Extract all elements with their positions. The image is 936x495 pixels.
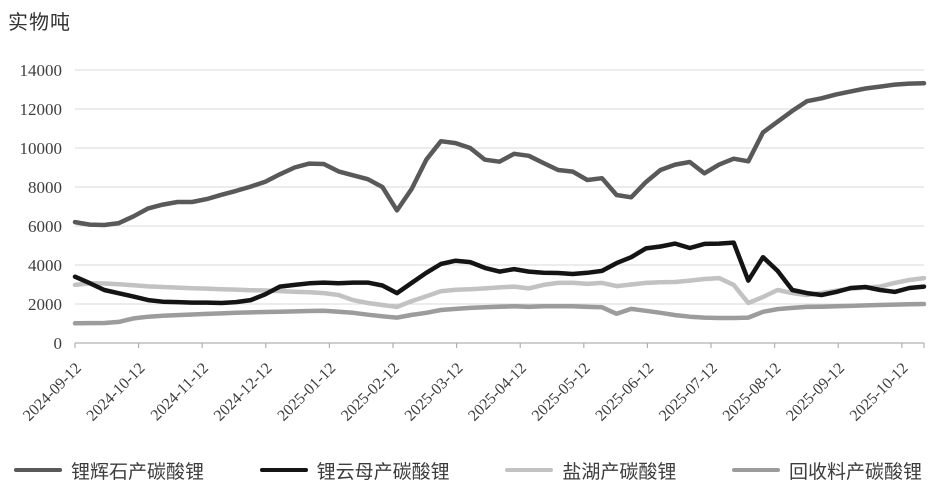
legend-label: 盐湖产碳酸锂 xyxy=(562,461,677,483)
legend-label: 锂云母产碳酸锂 xyxy=(316,461,450,483)
chart-legend: 锂辉石产碳酸锂 锂云母产碳酸锂 盐湖产碳酸锂 回收料产碳酸锂 xyxy=(0,448,936,492)
series-line-3 xyxy=(72,275,927,310)
x-axis-tick-label: 2024-09-12 xyxy=(20,360,85,425)
legend-line-swatch xyxy=(731,468,780,472)
x-axis-tick-label: 2025-02-12 xyxy=(338,360,403,425)
x-axis-tick-label: 2024-12-12 xyxy=(211,360,276,425)
y-axis-tick-label: 0 xyxy=(54,334,63,353)
series-line-1 xyxy=(72,81,927,228)
series-line-2 xyxy=(72,240,927,306)
y-axis-tick-label: 4000 xyxy=(28,256,62,275)
x-axis-tick-label: 2025-01-12 xyxy=(274,360,339,425)
y-axis-unit-label: 实物吨 xyxy=(8,12,71,34)
legend-item-1: 锂辉石产碳酸锂 xyxy=(14,457,204,484)
legend-line-swatch xyxy=(14,468,62,472)
series-line-4 xyxy=(72,301,927,326)
legend-item-4: 回收料产碳酸锂 xyxy=(731,457,922,484)
x-axis-tick-label: 2025-08-12 xyxy=(720,360,785,425)
x-axis-tick-label: 2025-03-12 xyxy=(402,360,467,425)
legend-label: 回收料产碳酸锂 xyxy=(788,461,922,483)
x-axis-tick-label: 2025-09-12 xyxy=(783,360,848,425)
x-axis-tick-label: 2025-07-12 xyxy=(656,360,721,425)
x-axis-tick-label: 2025-05-12 xyxy=(529,360,594,425)
x-axis-tick-label: 2025-04-12 xyxy=(465,360,530,425)
y-axis-tick-label: 2000 xyxy=(28,295,62,314)
legend-label: 锂辉石产碳酸锂 xyxy=(71,461,205,483)
y-axis-tick-label: 10000 xyxy=(20,139,63,158)
y-axis-tick-label: 8000 xyxy=(28,178,62,197)
x-axis-tick-label: 2025-06-12 xyxy=(592,360,657,425)
x-axis-tick-label: 2025-10-12 xyxy=(847,360,912,425)
legend-item-3: 盐湖产碳酸锂 xyxy=(505,457,676,484)
x-axis-tick-label: 2024-11-12 xyxy=(148,360,212,424)
legend-line-swatch xyxy=(505,468,554,472)
y-axis-tick-label: 6000 xyxy=(28,217,62,236)
legend-line-swatch xyxy=(259,468,308,472)
chart-plot-area: 0 2000 4000 6000 8000 10000 12000 14000 2024-09-… xyxy=(20,61,927,425)
x-axis-tick-label: 2024-10-12 xyxy=(84,360,149,425)
y-axis-tick-label: 14000 xyxy=(20,61,63,80)
y-axis-tick-label: 12000 xyxy=(20,100,63,119)
legend-item-2: 锂云母产碳酸锂 xyxy=(259,457,450,484)
